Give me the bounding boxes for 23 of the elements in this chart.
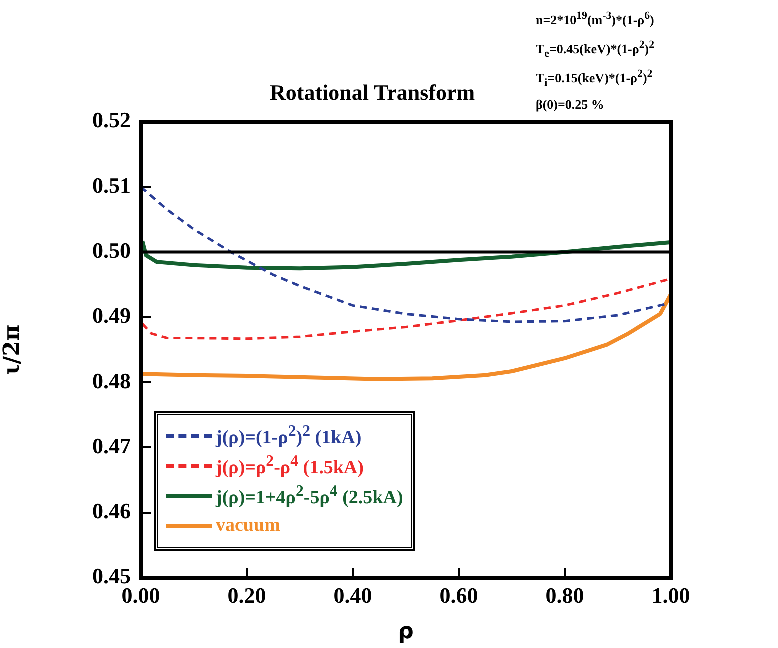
- legend-label: vacuum: [216, 515, 280, 537]
- y-tick-label: 0.49: [92, 303, 131, 328]
- y-tick-label: 0.52: [92, 108, 131, 133]
- text: T$_{i}$=0.15(keV)*(1-ρ$^{2}$)$^{2}$: [536, 68, 653, 89]
- y-tick-label: 0.51: [92, 172, 131, 198]
- y-tick-label: 0.50: [92, 238, 131, 263]
- y-tick-label: 0.46: [92, 498, 131, 524]
- y-tick-label: 0.48: [92, 368, 131, 394]
- text: T$_{e}$=0.45(keV)*(1-ρ$^{2}$)$^{2}$: [536, 39, 654, 60]
- x-tick-label: 1.00: [652, 582, 690, 608]
- legend-label: j(ρ)=1+4ρ$^{2}$-5ρ$^{4}$ (2.5kA): [216, 482, 404, 510]
- x-tick-label: 0.60: [440, 582, 478, 608]
- text: β(0)=0.25 %: [536, 97, 604, 113]
- x-tick-label: 0.40: [334, 582, 372, 608]
- legend-label: j(ρ)=(1-ρ$^{2}$)$^{2}$ (1kA): [216, 422, 362, 450]
- chart-title: Rotational Transform: [270, 80, 476, 106]
- x-axis-title: ρ: [398, 620, 414, 645]
- y-axis-title: ι/2π: [0, 324, 25, 376]
- x-tick-label: 0.80: [546, 582, 584, 608]
- x-tick-label: 0.20: [228, 582, 266, 608]
- legend-label: j(ρ)=ρ$^{2}$-ρ$^{4}$ (1.5kA): [216, 452, 364, 480]
- y-tick-label: 0.47: [92, 433, 131, 458]
- text: n=2*10$^{19}$(m$^{-3}$)*(1-ρ$^{6}$): [536, 10, 654, 28]
